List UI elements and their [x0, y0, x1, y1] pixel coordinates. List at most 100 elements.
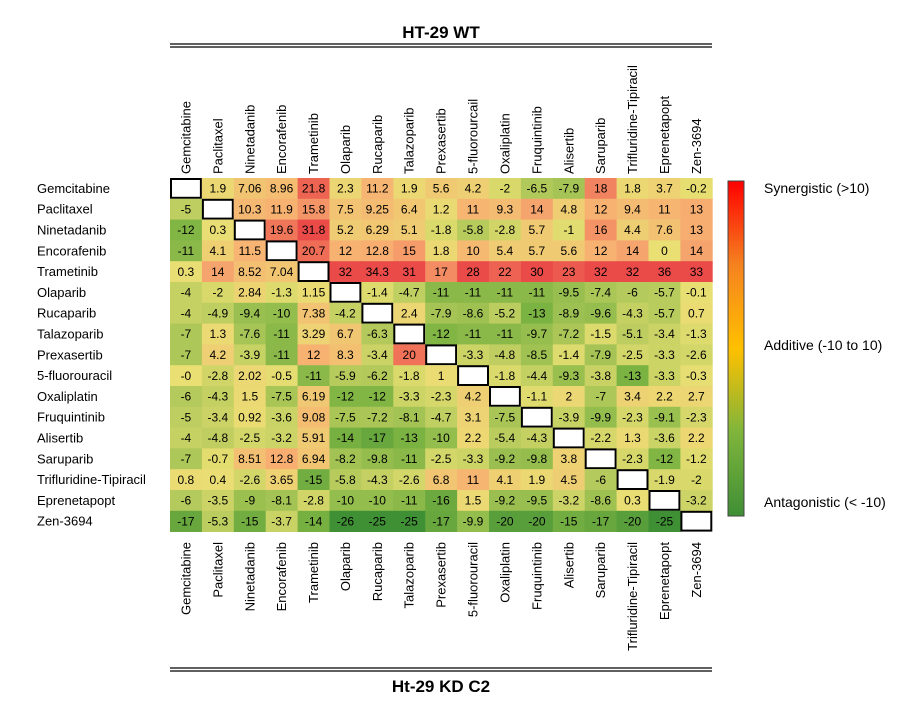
cell-value-label: -11 — [273, 348, 290, 362]
cell-value-label: 1 — [438, 369, 445, 383]
cell-value-label: 6.29 — [366, 223, 390, 237]
cell-value-label: -7.2 — [367, 410, 388, 424]
heatmap-cell — [393, 448, 426, 470]
cell-value-label: 31.8 — [302, 223, 326, 237]
cell-value-label: 7.5 — [337, 202, 354, 216]
heatmap-cell — [584, 219, 617, 241]
heatmap-cell — [680, 469, 713, 491]
diagonal-cell — [616, 469, 649, 491]
heatmap-cell — [457, 344, 490, 366]
heatmap-cell — [233, 198, 267, 220]
heatmap-cell — [616, 261, 649, 283]
cell-value-label: -4.7 — [399, 286, 420, 300]
row-label: Saruparib — [37, 451, 93, 466]
heatmap-cell — [265, 323, 298, 345]
column-label-bottom: Trametinib — [306, 542, 321, 603]
heatmap-cell — [552, 240, 586, 262]
cell-value-label: 7.04 — [270, 265, 294, 279]
heatmap-cell — [297, 344, 330, 366]
cell-value-label: 2.2 — [465, 431, 482, 445]
cell-value-label: 12 — [307, 348, 321, 362]
heatmap-cell — [233, 406, 267, 428]
cell-value-label: -9.7 — [527, 327, 548, 341]
heatmap-cell — [297, 386, 330, 408]
cell-value-label: 21.8 — [302, 182, 326, 196]
cell-value-label: -4.3 — [367, 473, 388, 487]
heatmap-cell — [233, 510, 267, 532]
heatmap-cell — [680, 490, 713, 512]
cell-value-label: -9.9 — [463, 514, 484, 528]
cell-value-label: -4.3 — [527, 431, 548, 445]
heatmap-cell — [552, 344, 586, 366]
legend-label-antagonistic: Antagonistic (< -10) — [764, 494, 886, 510]
heatmap-cell — [393, 490, 426, 512]
heatmap-cell — [552, 469, 586, 491]
cell-value-label: -7.2 — [558, 327, 579, 341]
cell-value-label: -17 — [177, 514, 195, 528]
cell-value-label: 3.7 — [656, 182, 673, 196]
cell-value-label: -7 — [181, 327, 192, 341]
heatmap-cell — [297, 448, 330, 470]
cell-value-label: 2.7 — [688, 390, 705, 404]
heatmap-cell — [425, 240, 458, 262]
diagonal-cell — [425, 344, 458, 366]
heatmap-cell — [425, 302, 458, 324]
cell-value-label: -0.2 — [686, 182, 707, 196]
heatmap-cell — [489, 219, 522, 241]
cell-value-label: -12 — [656, 452, 674, 466]
cell-value-label: 1.9 — [529, 473, 546, 487]
cell-value-label: -1.8 — [399, 369, 420, 383]
cell-value-label: 3.8 — [560, 452, 577, 466]
cell-value-label: 0.7 — [688, 306, 705, 320]
column-label-bottom: Fruquintinib — [529, 542, 544, 610]
heatmap-cell — [552, 219, 586, 241]
cell-value-label: -9.1 — [654, 410, 675, 424]
heatmap-cell — [170, 510, 203, 532]
column-label-top: Zen-3694 — [689, 118, 704, 174]
cell-value-label: -3.9 — [558, 410, 579, 424]
heatmap-cell — [201, 386, 235, 408]
heatmap-cell — [297, 469, 330, 491]
cell-value-label: 1.15 — [302, 286, 326, 300]
heatmap-cell — [329, 344, 362, 366]
column-label-top: Prexasertib — [434, 108, 449, 174]
cell-value-label: 32 — [339, 265, 353, 279]
heatmap-cell — [201, 365, 235, 387]
cell-value-label: -0.1 — [686, 286, 707, 300]
cell-value-label: 8.52 — [238, 265, 262, 279]
heatmap-cell — [329, 302, 362, 324]
heatmap-cell — [584, 323, 617, 345]
heatmap-cell — [584, 406, 617, 428]
column-label-top: Rucaparib — [370, 115, 385, 174]
heatmap-cell — [584, 469, 617, 491]
cell-value-label: -9.5 — [527, 494, 548, 508]
heatmap-cell — [233, 490, 267, 512]
heatmap-cell — [489, 510, 522, 532]
heatmap-cell — [201, 219, 235, 241]
cell-value-label: 10.3 — [238, 202, 262, 216]
heatmap-cell — [329, 406, 362, 428]
heatmap-cell — [648, 386, 681, 408]
cell-value-label: -15 — [241, 514, 259, 528]
cell-value-label: -8.1 — [399, 410, 420, 424]
heatmap-cell — [233, 240, 267, 262]
cell-value-label: 13 — [690, 202, 704, 216]
diagonal-cell — [648, 490, 681, 511]
heatmap-cell — [170, 427, 203, 449]
cell-value-label: -13 — [624, 369, 642, 383]
cell-value-label: 13 — [690, 223, 704, 237]
cell-value-label: -26 — [337, 514, 355, 528]
heatmap-cell — [584, 240, 617, 262]
cell-value-label: -7 — [181, 348, 192, 362]
heatmap-cell — [680, 344, 713, 366]
heatmap-cell — [425, 510, 458, 532]
cell-value-label: -2 — [212, 286, 223, 300]
cell-value-label: 3.4 — [624, 390, 641, 404]
heatmap-cell — [329, 198, 362, 220]
cell-value-label: 31 — [403, 265, 417, 279]
cell-value-label: 15.8 — [302, 202, 326, 216]
heatmap-cell — [425, 490, 458, 512]
cell-value-label: -1.3 — [686, 327, 707, 341]
cell-value-label: -5.9 — [335, 369, 356, 383]
heatmap-cell — [520, 344, 554, 366]
